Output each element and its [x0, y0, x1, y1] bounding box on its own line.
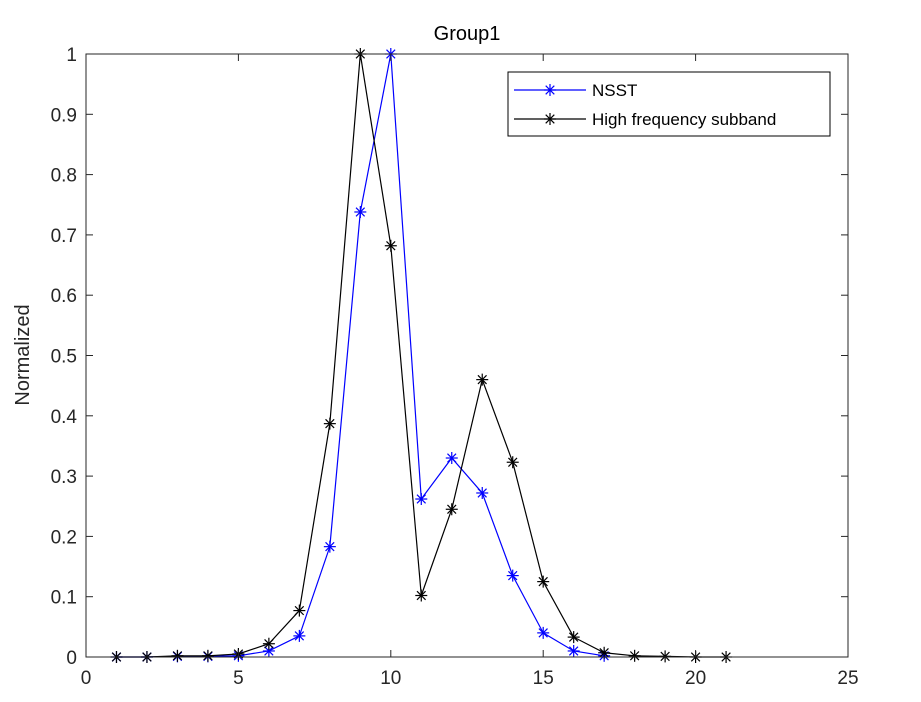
series-nsst-point: [506, 569, 519, 582]
series-high-frequency-subband-point-stroke-3: [386, 241, 396, 251]
series-layer: [110, 48, 733, 663]
x-tick-label: 0: [81, 668, 92, 689]
series-nsst-point-stroke-3: [355, 207, 366, 217]
legend-box: [507, 71, 831, 137]
series-high-frequency-subband-point-stroke-3: [294, 605, 305, 616]
series-nsst-point-stroke-3: [538, 628, 548, 638]
y-tick-label: 0.1: [51, 588, 77, 609]
y-axis-label: Normalized: [12, 304, 34, 405]
series-nsst-point: [537, 626, 550, 639]
y-tick-label: 0: [66, 648, 77, 669]
axes-layer: 0 5 10 15 20 25 0 0.1 0.2 0.3 0.4 0.5 0.6 0.7 0.8 0.9 1: [51, 45, 859, 689]
series-high-frequency-subband-point: [506, 456, 519, 469]
series-high-frequency-subband-point-stroke-3: [568, 632, 579, 642]
series-high-frequency-subband-point-stroke-3: [599, 648, 609, 658]
series-nsst-point-stroke-3: [325, 541, 335, 552]
legend-item-nsst-label: NSST: [592, 81, 637, 100]
series-high-frequency-subband-point-stroke-3: [660, 651, 670, 662]
x-tick-label: 5: [233, 668, 244, 689]
series-high-frequency-subband-point: [598, 646, 611, 659]
series-nsst-point-stroke-3: [507, 570, 518, 581]
series-nsst-point-stroke-3: [264, 646, 274, 656]
legend-item-nsst-swatch-marker: [544, 84, 556, 96]
series-high-frequency-subband-point-stroke-3: [507, 457, 518, 467]
legend-item-high-frequency-subband-label: High frequency subband: [592, 110, 776, 129]
series-high-frequency-subband-point: [537, 575, 550, 588]
series-high-frequency-subband-point: [628, 649, 641, 662]
x-tick-label: 20: [685, 668, 706, 689]
series-high-frequency-subband-point-stroke-3: [325, 418, 335, 429]
series-nsst-point-stroke-3: [294, 631, 305, 641]
legend-item-high-frequency-subband-swatch-marker-stroke-3: [545, 114, 555, 124]
series-nsst-point-stroke-3: [568, 646, 579, 656]
series-high-frequency-subband-point: [415, 589, 428, 602]
series-high-frequency-subband-point-stroke-3: [416, 590, 427, 601]
series-high-frequency-subband-point-stroke-3: [172, 651, 183, 661]
y-tick-label: 0.7: [51, 226, 77, 247]
series-high-frequency-subband-point: [476, 373, 489, 386]
series-high-frequency-subband-point: [293, 604, 306, 617]
x-tick-label: 25: [837, 668, 858, 689]
x-tick-label: 15: [533, 668, 554, 689]
series-high-frequency-subband-point: [384, 239, 397, 252]
x-tick-label: 10: [380, 668, 401, 689]
series-nsst-point-stroke-3: [416, 494, 427, 504]
series-nsst-point-stroke-3: [447, 453, 457, 463]
y-tick-label: 0.2: [51, 527, 77, 548]
series-high-frequency-subband-point: [567, 631, 580, 644]
series-nsst-point: [415, 493, 428, 506]
y-tick-label: 0.3: [51, 467, 77, 488]
series-high-frequency-subband-point-stroke-3: [447, 504, 457, 514]
y-tick-label: 1: [66, 45, 77, 66]
series-nsst-point-stroke-3: [477, 488, 487, 498]
plot-area: [86, 54, 848, 657]
chart-title: Group1: [434, 23, 501, 45]
series-nsst-point: [476, 486, 489, 499]
series-high-frequency-subband-point-stroke-3: [629, 651, 640, 661]
y-tick-label: 0.5: [51, 347, 77, 368]
series-nsst-point: [293, 629, 306, 642]
series-high-frequency-subband-point: [262, 637, 275, 650]
series-nsst-point: [354, 205, 367, 218]
legend-item-nsst-swatch-marker-stroke-3: [545, 85, 555, 95]
series-nsst-point: [445, 452, 458, 465]
legend: NSST High frequency subband: [507, 71, 831, 137]
y-tick-label: 0.9: [51, 105, 77, 126]
series-high-frequency-subband-point: [659, 650, 672, 663]
series-high-frequency-subband-point-stroke-3: [477, 374, 487, 385]
series-high-frequency-subband-point: [171, 649, 184, 662]
y-tick-label: 0.4: [51, 407, 78, 428]
series-high-frequency-subband-point-stroke-3: [203, 651, 213, 661]
legend-item-high-frequency-subband-swatch-marker: [544, 113, 556, 125]
series-high-frequency-subband-point-stroke-3: [538, 576, 548, 587]
series-nsst-point: [567, 644, 580, 657]
y-tick-label: 0.6: [51, 286, 77, 307]
series-high-frequency-subband-point-stroke-3: [264, 639, 274, 649]
series-high-frequency-subband-point: [201, 649, 214, 662]
y-tick-label: 0.8: [51, 166, 77, 187]
series-high-frequency-subband-point: [323, 417, 336, 430]
series-high-frequency-subband-point: [445, 503, 458, 516]
series-nsst-point: [323, 540, 336, 553]
